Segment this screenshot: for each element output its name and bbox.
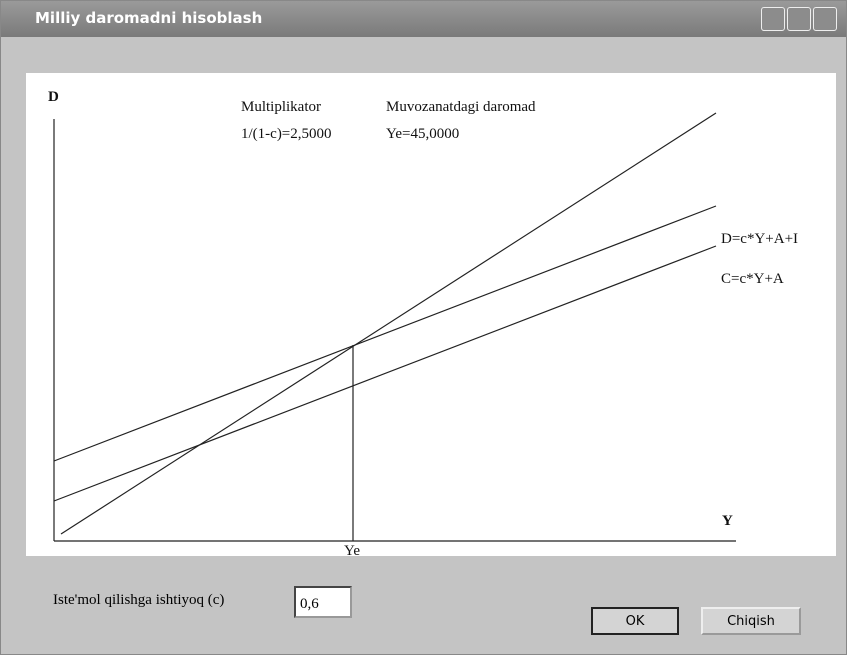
window-title: Milliy daromadni hisoblash: [35, 9, 263, 27]
income-caption: Muvozanatdagi daromad: [386, 99, 536, 115]
line-45: [60, 112, 717, 535]
income-value: Ye=45,0000: [386, 126, 459, 142]
multiplier-caption: Multiplikator: [241, 99, 321, 115]
line-label: D=c*Y+A+I: [721, 231, 798, 247]
multiplier-value: 1/(1-c)=2,5000: [241, 126, 332, 142]
minimize-button[interactable]: [761, 7, 785, 31]
ok-button[interactable]: OK: [591, 607, 679, 635]
x-axis-label: Y: [722, 513, 733, 529]
plot-area: D Multiplikator Muvozanatdagi daromad 1/…: [26, 73, 836, 559]
plot-svg: D Multiplikator Muvozanatdagi daromad 1/…: [48, 89, 798, 559]
close-button[interactable]: [813, 7, 837, 31]
line-c: [53, 245, 717, 502]
c-input[interactable]: 0,6: [294, 586, 352, 618]
exit-button[interactable]: Chiqish: [701, 607, 801, 635]
title-bar: Milliy daromadni hisoblash: [1, 1, 846, 37]
line-label: C=c*Y+A: [721, 271, 784, 287]
input-label: Iste'mol qilishga ishtiyoq (c): [53, 592, 225, 608]
equilibrium-label: Ye: [344, 543, 360, 556]
y-axis-label: D: [48, 89, 59, 105]
line-d: [53, 205, 717, 462]
maximize-button[interactable]: [787, 7, 811, 31]
